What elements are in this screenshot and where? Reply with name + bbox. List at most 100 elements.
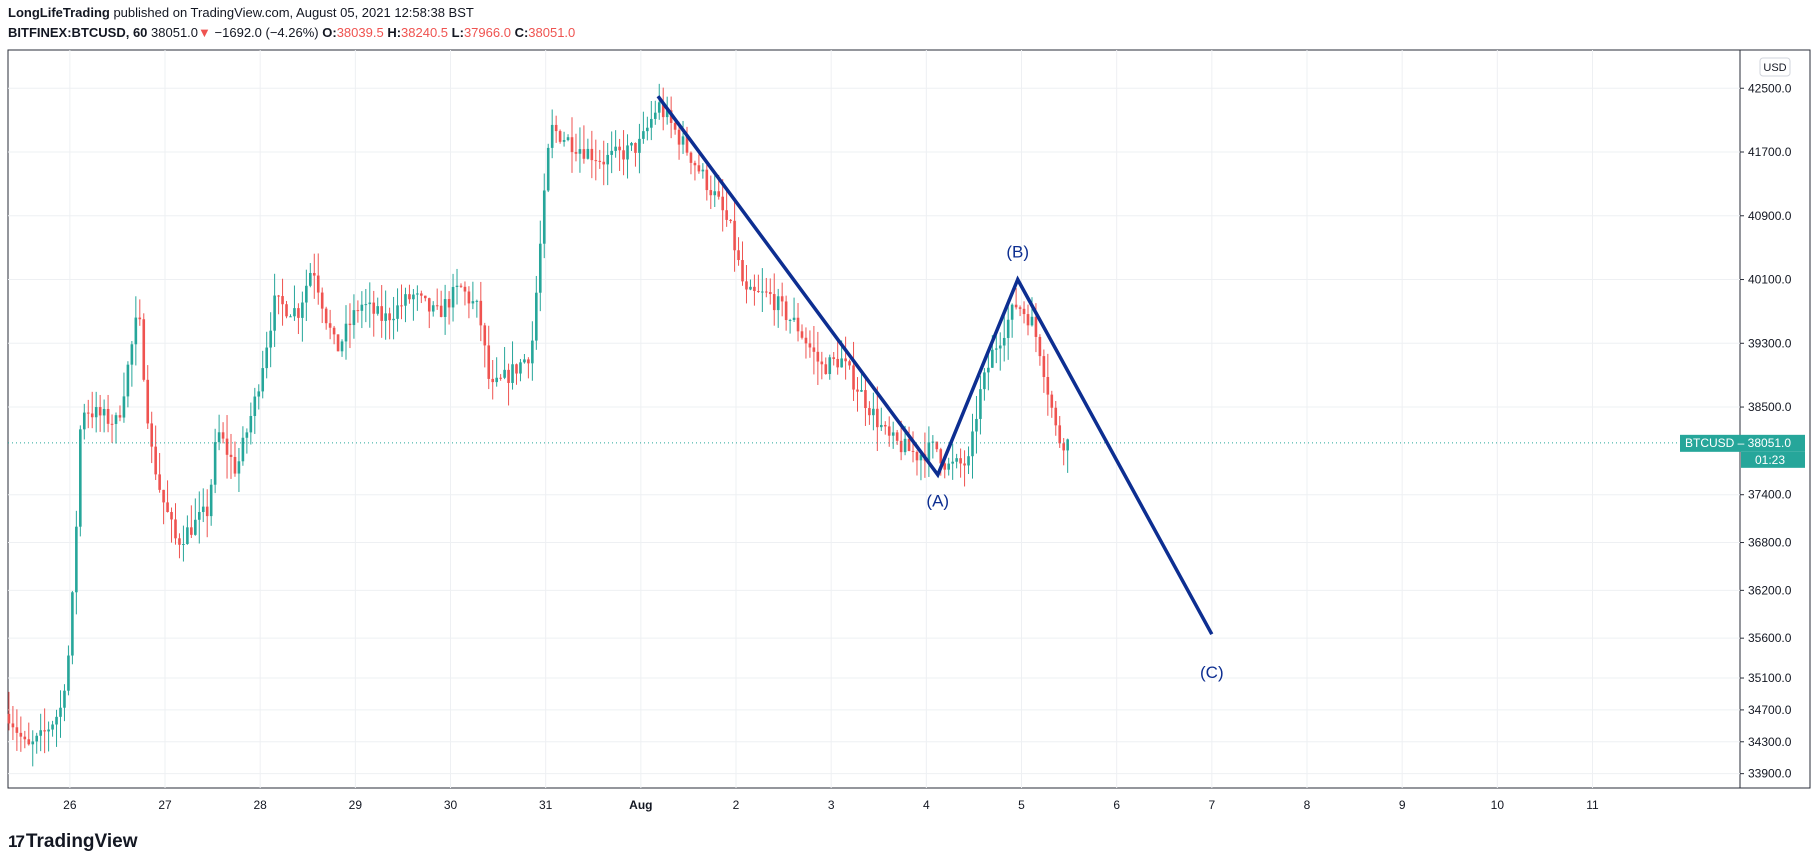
candle-body xyxy=(824,364,828,375)
candle-body xyxy=(562,140,566,142)
candle-body xyxy=(1046,377,1050,395)
candle-body xyxy=(75,526,78,593)
candle-body xyxy=(427,298,431,312)
price-tick-label: 34300.0 xyxy=(1748,735,1792,749)
time-tick-label: 31 xyxy=(539,798,553,812)
candle-body xyxy=(463,286,467,292)
candle-body xyxy=(90,413,94,418)
candle-body xyxy=(765,291,768,293)
candle-body xyxy=(15,727,19,733)
candle-body xyxy=(182,544,185,546)
candle-body xyxy=(737,250,740,261)
candle-body xyxy=(784,301,788,321)
time-tick-label: 6 xyxy=(1113,798,1120,812)
author-name[interactable]: LongLifeTrading xyxy=(8,5,110,20)
candle-body xyxy=(856,389,859,392)
price-tick-label: 35100.0 xyxy=(1748,671,1792,685)
candle-body xyxy=(832,357,836,359)
candle-body xyxy=(197,512,201,520)
candle-body xyxy=(483,325,487,346)
candle-body xyxy=(261,368,265,392)
candle-body xyxy=(673,122,677,130)
candle-body xyxy=(705,169,709,191)
candle-body xyxy=(19,732,23,737)
candle-body xyxy=(844,358,847,362)
price-tick-label: 36800.0 xyxy=(1748,536,1792,550)
candle-body xyxy=(217,432,221,443)
candle-body xyxy=(130,344,134,365)
candle-body xyxy=(991,349,994,368)
candle-body xyxy=(1034,316,1038,337)
candle-body xyxy=(983,372,986,390)
candle-body xyxy=(249,415,253,433)
candle-body xyxy=(820,361,824,365)
candle-body xyxy=(154,446,157,475)
price-tick-label: 41700.0 xyxy=(1748,145,1792,159)
candle-body xyxy=(320,292,324,309)
price-tick-label: 33900.0 xyxy=(1748,767,1792,781)
open-value: 38039.5 xyxy=(336,25,384,40)
candle-body xyxy=(166,502,169,513)
candle-body xyxy=(1062,443,1065,451)
candle-body xyxy=(495,377,498,383)
candle-body xyxy=(780,296,784,302)
elliott-wave-line[interactable] xyxy=(656,95,1214,636)
candle-body xyxy=(201,506,205,513)
candle-body xyxy=(384,313,387,321)
candle-body xyxy=(439,305,443,317)
tradingview-logo-icon: 17 xyxy=(8,832,25,851)
candle-body xyxy=(733,220,736,251)
candle-body xyxy=(158,474,161,490)
candle-body xyxy=(523,359,526,363)
candle-body xyxy=(344,323,348,342)
candle-body xyxy=(618,146,621,151)
high-label: H: xyxy=(387,25,402,40)
candle-body xyxy=(451,286,455,308)
candle-body xyxy=(416,293,419,295)
candle-body xyxy=(146,379,150,424)
candle-body xyxy=(340,341,344,352)
candle-body xyxy=(653,112,657,119)
chart-header-line-2: BITFINEX:BTCUSD, 60 38051.0▼ −1692.0 (−4… xyxy=(8,25,575,40)
candle-body xyxy=(352,310,356,326)
candle-body xyxy=(590,148,594,161)
candle-body xyxy=(503,369,506,378)
candle-body xyxy=(79,429,82,527)
candle-body xyxy=(713,191,717,196)
price-tick-label: 40100.0 xyxy=(1748,273,1792,287)
candle-body xyxy=(301,302,304,318)
candle-body xyxy=(420,293,423,296)
candle-body xyxy=(1038,336,1042,357)
candle-body xyxy=(614,146,617,151)
candle-body xyxy=(630,142,633,146)
candle-body xyxy=(297,308,300,318)
price-tick-label: 40900.0 xyxy=(1748,209,1792,223)
candle-body xyxy=(721,196,724,211)
candle-body xyxy=(816,351,820,362)
candle-body xyxy=(979,389,982,419)
candle-body xyxy=(277,295,280,297)
candle-body xyxy=(876,408,879,428)
tradingview-logo[interactable]: 17 TradingView xyxy=(8,831,138,853)
candle-body xyxy=(225,438,229,455)
candle-body xyxy=(63,690,66,708)
candle-body xyxy=(749,286,752,290)
wave-label: (C) xyxy=(1200,663,1224,682)
candle-body xyxy=(507,369,510,383)
candle-body xyxy=(221,432,225,439)
candle-body xyxy=(939,449,943,464)
candle-body xyxy=(725,210,728,220)
candle-body xyxy=(776,296,780,311)
candle-body xyxy=(328,323,332,328)
currency-button[interactable] xyxy=(1759,57,1791,77)
candle-body xyxy=(23,736,27,740)
candle-body xyxy=(796,317,800,332)
candle-body xyxy=(459,285,463,287)
candle-body xyxy=(634,142,637,153)
candle-body xyxy=(368,302,372,305)
candle-body xyxy=(174,519,177,539)
candle-body xyxy=(380,306,383,321)
candle-body xyxy=(447,299,451,308)
candle-body xyxy=(86,412,90,414)
